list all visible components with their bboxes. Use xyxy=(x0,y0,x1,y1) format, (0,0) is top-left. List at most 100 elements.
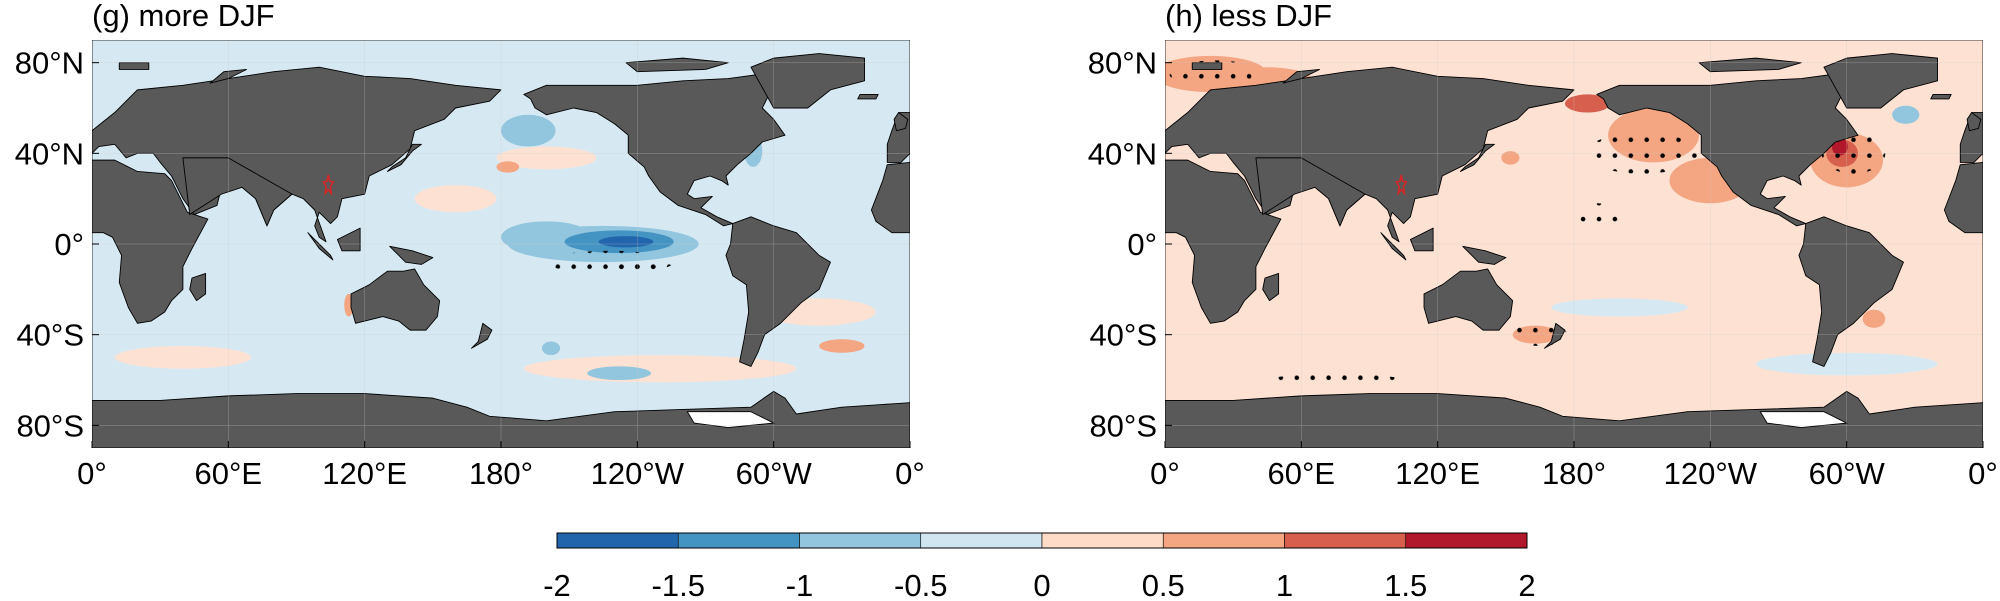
lon-tick-label: 60°E xyxy=(1268,456,1336,491)
land-png xyxy=(390,246,433,264)
stipple-southern-ocean xyxy=(1267,374,1404,386)
gridlines xyxy=(92,40,910,448)
colorbar-tick-label: 0 xyxy=(1033,568,1050,601)
anomaly-north-pacific-warm xyxy=(496,161,520,173)
anomaly-bering-warm xyxy=(1564,94,1611,113)
lat-tick-label: 40°S xyxy=(1089,318,1157,353)
panel-h-title: (h) less DJF xyxy=(1165,0,1332,33)
panel-h: (h) less DJF 80°N 40°N 0° 40°S 80°S xyxy=(1088,0,1998,491)
land-africa xyxy=(1944,162,1983,232)
colorbar-segment xyxy=(799,532,922,549)
lon-tick-label: 0° xyxy=(1150,456,1180,491)
lat-tick-label: 40°N xyxy=(15,136,84,171)
land-png xyxy=(1463,246,1506,264)
land-svalbard xyxy=(119,63,149,70)
colorbar-tick-label: -1 xyxy=(786,568,814,601)
land-japan xyxy=(1460,144,1494,171)
lon-tick-label: 120°W xyxy=(591,456,685,491)
colorbar-frame xyxy=(556,532,1528,549)
anomaly-north-atlantic-cool xyxy=(1892,105,1920,124)
stipple-central-pacific xyxy=(1574,203,1620,231)
colorbar-segment xyxy=(1162,532,1285,549)
land-arabia-india-fill xyxy=(183,158,292,226)
lat-tick-label: 80°N xyxy=(1088,46,1157,81)
land-arabia-india-fill xyxy=(1256,158,1365,226)
lon-tick-label: 60°E xyxy=(195,456,263,491)
anomaly-south-atlantic-warm xyxy=(1862,309,1886,328)
colorbar-tick-label: 1 xyxy=(1276,568,1293,601)
lat-tick-label: 40°S xyxy=(16,318,84,353)
colorbar xyxy=(556,532,1528,549)
land-masses xyxy=(92,54,910,448)
red-star-marker xyxy=(1396,175,1406,193)
land-africa-east xyxy=(92,160,208,323)
land-iceland xyxy=(1931,94,1951,99)
land-iceland xyxy=(858,94,878,99)
land-nz xyxy=(471,323,491,348)
lon-tick-label: 0° xyxy=(77,456,107,491)
colorbar-segment xyxy=(1405,532,1528,549)
anomaly-north-pacific-cool xyxy=(501,114,556,147)
land-arctic-islands xyxy=(626,58,728,72)
anomaly-south-pacific-cool xyxy=(587,366,651,380)
panel-g-lat-ticks: 80°N 40°N 0° 40°S 80°S xyxy=(15,46,99,443)
colorbar-segment xyxy=(1284,532,1407,549)
land-masses xyxy=(1165,54,1983,448)
lon-tick-label: 180° xyxy=(1542,456,1606,491)
lon-tick-label: 0° xyxy=(895,456,925,491)
anomaly-south-atlantic-warm xyxy=(819,339,865,353)
land-svalbard xyxy=(1192,63,1222,70)
band-south-pacific-warm xyxy=(523,355,797,383)
lat-tick-label: 40°N xyxy=(1088,136,1157,171)
land-uk xyxy=(894,113,908,131)
panel-g-lon-ticks: 0° 60°E 120°E 180° 120°W 60°W 0° xyxy=(77,441,925,491)
land-arctic-islands xyxy=(1699,58,1801,72)
colorbar-segment xyxy=(920,532,1043,549)
land-uk xyxy=(1967,113,1981,131)
panel-h-map xyxy=(1165,40,1983,448)
colorbar-tick-label: -1.5 xyxy=(652,568,705,601)
band-south-pacific-cool xyxy=(1551,298,1688,317)
land-greenland xyxy=(1824,54,1938,108)
lon-tick-label: 120°E xyxy=(1395,456,1480,491)
band-npac-warm xyxy=(496,146,597,170)
panel-g: (g) more DJF 80°N 40°N 0° 40°S 80°S 0° 60°E 12… xyxy=(15,0,925,491)
lon-tick-label: 180° xyxy=(469,456,533,491)
land-africa-east xyxy=(1165,160,1281,323)
anomaly-eq-pacific-core xyxy=(598,236,654,248)
lat-tick-label: 0° xyxy=(54,227,84,262)
anomaly-south-pacific-cool-2 xyxy=(541,341,561,356)
panel-h-lon-ticks: 0° 60°E 120°E 180° 120°W 60°W 0° xyxy=(1150,441,1998,491)
anomaly-kuroshio-warm xyxy=(1501,151,1520,165)
panel-g-title: (g) more DJF xyxy=(92,0,275,33)
lat-tick-label: 80°N xyxy=(15,46,84,81)
colorbar-tick-label: -0.5 xyxy=(894,568,947,601)
colorbar-tick-labels: -2 -1.5 -1 -0.5 0 0.5 1 1.5 2 xyxy=(543,568,1535,601)
red-star-icon xyxy=(1396,175,1406,193)
land-indonesia-1 xyxy=(1381,233,1406,260)
panel-h-lat-ticks: 80°N 40°N 0° 40°S 80°S xyxy=(1088,46,1172,443)
lon-tick-label: 0° xyxy=(1968,456,1998,491)
colorbar-segment xyxy=(556,532,679,549)
band-south-indian-warm xyxy=(114,346,252,369)
band-wnp-warm xyxy=(414,185,497,213)
land-south-america xyxy=(1799,217,1904,367)
land-madagascar xyxy=(190,273,206,300)
land-nz xyxy=(1544,323,1564,348)
colorbar-segment xyxy=(677,532,800,549)
red-star-icon xyxy=(323,175,333,193)
colorbar-tick-label: 2 xyxy=(1518,568,1535,601)
colorbar-tick-label: -2 xyxy=(543,568,571,601)
land-japan xyxy=(387,144,421,171)
land-indonesia-1 xyxy=(308,233,333,260)
colorbar-tick-label: 0.5 xyxy=(1142,568,1185,601)
land-indonesia-2 xyxy=(1410,228,1433,251)
lon-tick-label: 60°W xyxy=(1809,456,1886,491)
lon-tick-label: 120°E xyxy=(322,456,407,491)
colorbar-tick-label: 1.5 xyxy=(1384,568,1427,601)
land-greenland xyxy=(751,54,865,108)
land-madagascar xyxy=(1263,273,1279,300)
panel-g-map xyxy=(92,40,910,448)
lat-tick-label: 80°S xyxy=(1089,408,1157,443)
